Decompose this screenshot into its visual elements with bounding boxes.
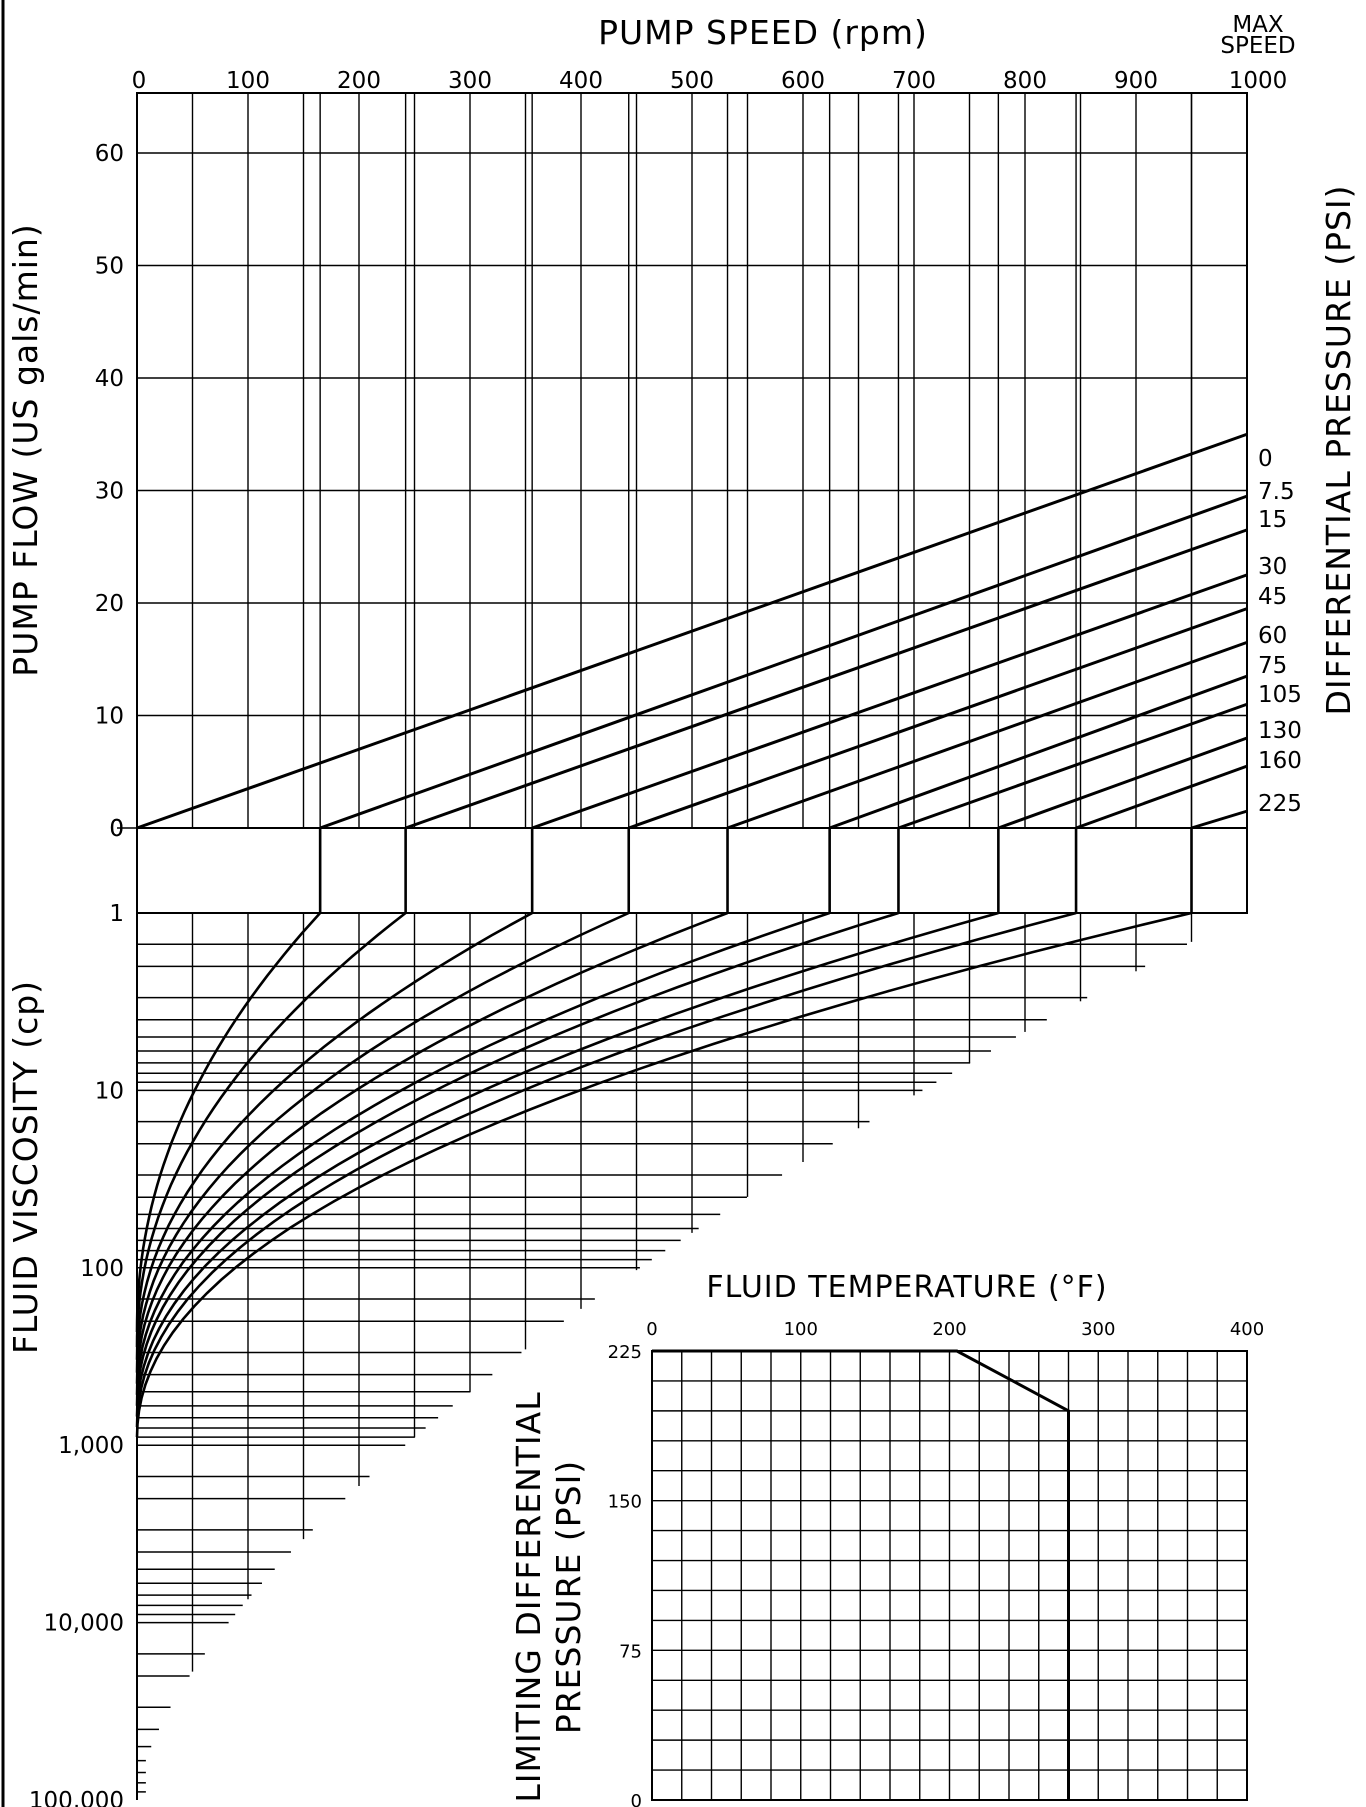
pressure-line (1191, 809, 1248, 830)
y-axis-title-flow: PUMP FLOW (US gals/min) (6, 223, 45, 676)
viscosity-curve (135, 911, 728, 1384)
pressure-line (829, 674, 1248, 830)
pressure-line (136, 432, 1248, 830)
x-tick-label: 600 (781, 68, 825, 94)
y-tick-label-flow: 60 (95, 141, 124, 167)
inset-x-tick-label: 100 (784, 1319, 818, 1340)
y-tick-label-flow: 20 (95, 591, 124, 617)
pressure-lines (136, 432, 1248, 830)
x-tick-label: 400 (559, 68, 603, 94)
pressure-line (319, 494, 1248, 830)
pressure-label: 30 (1258, 554, 1287, 580)
x-tick-label: 700 (892, 68, 936, 94)
y-tick-label-flow: 30 (95, 479, 124, 505)
inset-title: FLUID TEMPERATURE (°F) (706, 1270, 1107, 1305)
temperature-inset: 0 100 200 300 400 0 75 150 225 (608, 1319, 1265, 1807)
y-tick-label-viscosity: 1,000 (58, 1433, 124, 1459)
viscosity-curve (135, 911, 1077, 1428)
pressure-label: 225 (1258, 791, 1302, 817)
x-tick-label: 1000 (1229, 68, 1288, 94)
flow-ticks: 0 100 200 300 400 500 600 700 800 900 100001020304… (95, 68, 1288, 842)
pressure-line (897, 702, 1248, 830)
flow-grid (136, 92, 1248, 829)
pressure-line (1075, 764, 1248, 830)
y-axis-title-viscosity: FLUID VISCOSITY (cp) (6, 980, 45, 1354)
y-tick-label-viscosity: 10,000 (44, 1611, 124, 1637)
inset-y-tick-label: 150 (608, 1492, 642, 1513)
viscosity-curve (135, 911, 630, 1373)
pressure-line (727, 640, 1248, 830)
y-tick-label-flow: 50 (95, 254, 124, 280)
x-tick-label: 100 (226, 68, 270, 94)
pressure-label: 60 (1258, 623, 1287, 649)
viscosity-curve (135, 912, 322, 1333)
y-tick-label-viscosity: 100,000 (29, 1788, 124, 1807)
y-tick-label-flow: 0 (109, 816, 124, 842)
inset-y-tick-label: 75 (619, 1641, 642, 1662)
viscosity-curve (135, 911, 1192, 1438)
y-tick-label-viscosity: 100 (80, 1256, 124, 1282)
pressure-line (997, 736, 1248, 830)
inset-x-tick-label: 0 (646, 1319, 657, 1340)
y-tick-label-zero: 0 (109, 816, 124, 842)
inset-y-tick-label: 225 (608, 1342, 642, 1363)
viscosity-ticks: 1 10 100 1,000 10,000 100,000 0 (29, 816, 124, 1807)
pressure-labels: 0 7.515 30 45 60 75 105 130 160 225 (1258, 446, 1302, 817)
pressure-line (531, 573, 1248, 830)
x-axis-title: PUMP SPEED (rpm) (598, 13, 928, 52)
x-tick-label: 200 (337, 68, 381, 94)
viscosity-grid (136, 912, 1247, 1800)
x-tick-label: 0 (132, 68, 147, 94)
pressure-label: 15 (1258, 507, 1287, 533)
x-tick-label: 500 (670, 68, 714, 94)
pressure-label: 75 (1258, 653, 1287, 679)
inset-x-tick-label: 200 (932, 1319, 966, 1340)
y-tick-label-viscosity: 10 (95, 1078, 124, 1104)
pressure-label: 160 (1258, 748, 1302, 774)
inset-limit-line (652, 1349, 1070, 1800)
x-tick-label: 300 (448, 68, 492, 94)
viscosity-curve (135, 911, 831, 1395)
x-tick-label: 800 (1003, 68, 1047, 94)
pressure-label: 105 (1258, 682, 1302, 708)
pressure-label: 0 (1258, 446, 1273, 472)
viscosity-curve (135, 911, 999, 1417)
pressure-label: 7.5 (1258, 479, 1295, 505)
viscosity-curve (135, 911, 533, 1360)
viscosity-curves (135, 911, 1192, 1438)
inset-y-tick-label: 0 (631, 1791, 642, 1807)
inset-y-title-line2: PRESSURE (PSI) (549, 1460, 588, 1734)
pressure-line (405, 528, 1248, 830)
max-speed-label-line2: SPEED (1220, 33, 1295, 59)
pressure-line (628, 607, 1248, 830)
y-tick-label-viscosity: 1 (109, 901, 124, 927)
pressure-label: 130 (1258, 718, 1302, 744)
max-speed-label-line1: MAX (1232, 12, 1284, 38)
x-tick-label: 900 (1114, 68, 1158, 94)
inset-x-tick-label: 400 (1230, 1319, 1264, 1340)
right-axis-title-pressure: DIFFERENTIAL PRESSURE (PSI) (1319, 184, 1358, 715)
viscosity-curve (135, 911, 899, 1406)
pressure-label: 45 (1258, 584, 1287, 610)
inset-y-title-line1: LIMITING DIFFERENTIAL (509, 1391, 548, 1802)
viscosity-curve (135, 911, 407, 1348)
inset-x-tick-label: 300 (1081, 1319, 1115, 1340)
y-tick-label-flow: 40 (95, 366, 124, 392)
y-tick-label-flow: 10 (95, 704, 124, 730)
